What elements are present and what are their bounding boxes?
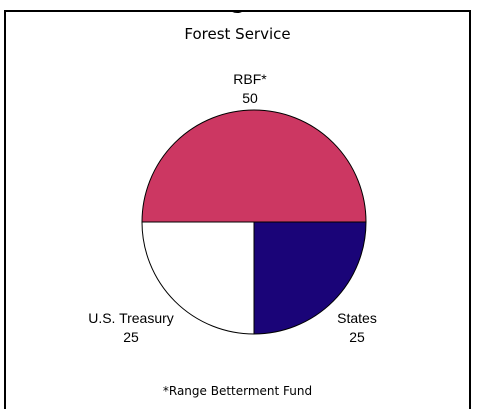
slice-value-us-treasury: 25 [123, 329, 139, 345]
chart-title: Forest Service [184, 25, 291, 43]
pie-slice-rbf [141, 109, 367, 223]
slice-label-us-treasury: U.S. Treasury [88, 310, 174, 326]
pie-slices [141, 109, 367, 335]
pie-chart: RBF* 50 States 25 U.S. Treasury 25 [88, 71, 377, 345]
pie-slice-u-s-treasury [141, 221, 255, 335]
pie-slice-states [253, 221, 367, 335]
cut-off-heading: g [6, 12, 469, 15]
chart-frame: g Forest Service RBF* 50 States 25 U.S. … [4, 10, 471, 409]
slice-label-rbf: RBF* [233, 71, 267, 87]
slice-value-rbf: 50 [242, 90, 258, 106]
slice-value-states: 25 [349, 329, 365, 345]
slice-label-states: States [337, 310, 377, 326]
chart-footnote: *Range Betterment Fund [162, 384, 313, 398]
